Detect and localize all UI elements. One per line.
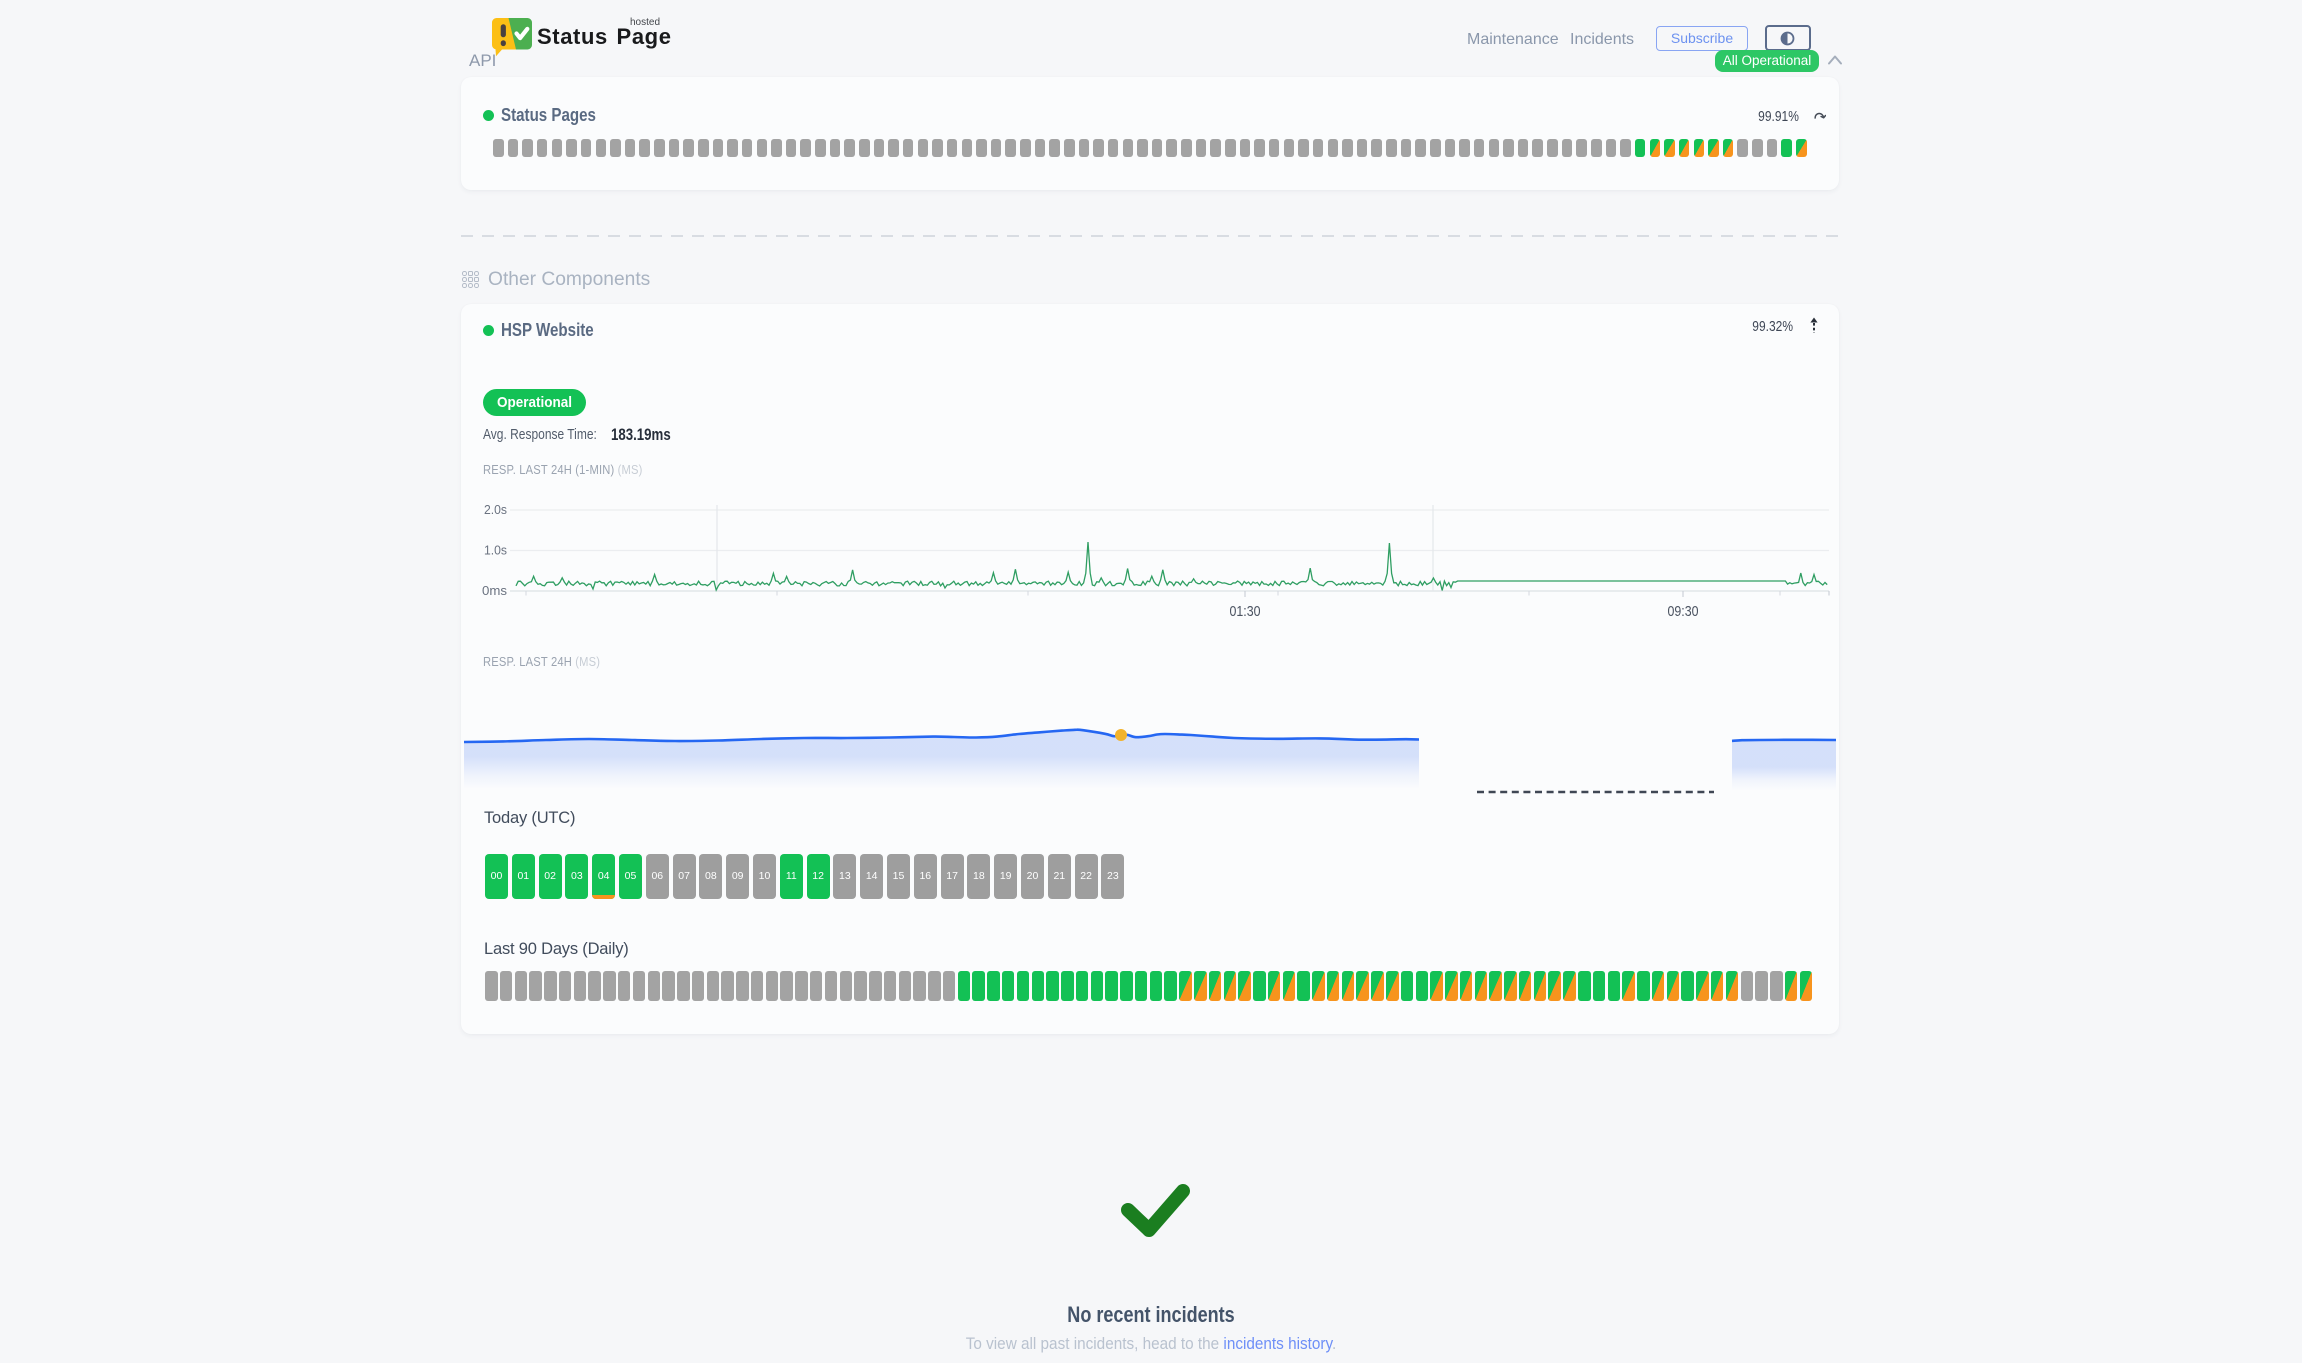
svg-text:09:30: 09:30 [1668,603,1699,620]
svg-text:2.0s: 2.0s [484,502,507,517]
svg-text:0ms: 0ms [482,583,508,598]
svg-text:1.0s: 1.0s [484,543,507,558]
svg-text:01:30: 01:30 [1230,603,1261,620]
